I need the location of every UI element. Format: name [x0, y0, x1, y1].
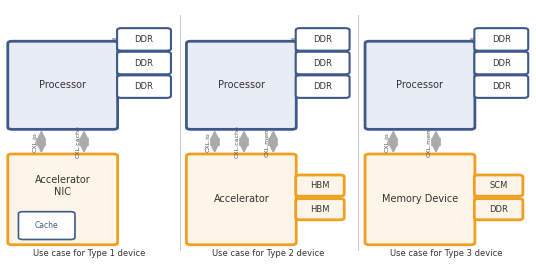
Text: DDR: DDR [135, 35, 153, 44]
Text: Processor: Processor [39, 80, 86, 90]
FancyBboxPatch shape [474, 28, 528, 51]
Text: DDR: DDR [313, 35, 332, 44]
Text: CXL.io: CXL.io [384, 132, 390, 152]
FancyBboxPatch shape [474, 75, 528, 98]
Text: Use case for Type 3 device: Use case for Type 3 device [390, 249, 503, 258]
FancyBboxPatch shape [474, 175, 523, 196]
Text: Use case for Type 1 device: Use case for Type 1 device [33, 249, 146, 258]
Text: HBM: HBM [310, 205, 330, 214]
FancyBboxPatch shape [187, 41, 296, 129]
Text: Cache: Cache [35, 221, 58, 230]
FancyBboxPatch shape [18, 212, 75, 240]
Text: SCM: SCM [489, 181, 508, 190]
Text: Memory Device: Memory Device [382, 194, 458, 204]
Text: DDR: DDR [492, 82, 511, 91]
Text: Use case for Type 2 device: Use case for Type 2 device [212, 249, 324, 258]
FancyBboxPatch shape [296, 198, 344, 220]
FancyBboxPatch shape [117, 52, 171, 74]
FancyBboxPatch shape [296, 28, 349, 51]
Text: DDR: DDR [489, 205, 508, 214]
Text: CXL.io: CXL.io [206, 132, 211, 152]
Text: DDR: DDR [135, 59, 153, 68]
Text: CXL.mem: CXL.mem [264, 127, 270, 157]
FancyBboxPatch shape [117, 75, 171, 98]
FancyBboxPatch shape [365, 41, 475, 129]
Text: CXL.mem: CXL.mem [427, 127, 432, 157]
Text: Accelerator
NIC: Accelerator NIC [35, 175, 91, 197]
Text: CXL.cache: CXL.cache [75, 125, 80, 158]
FancyBboxPatch shape [187, 154, 296, 245]
Text: DDR: DDR [313, 59, 332, 68]
FancyBboxPatch shape [8, 41, 117, 129]
FancyBboxPatch shape [365, 154, 475, 245]
Text: CXL.io: CXL.io [33, 132, 38, 152]
FancyBboxPatch shape [296, 75, 349, 98]
Text: DDR: DDR [135, 82, 153, 91]
FancyBboxPatch shape [474, 52, 528, 74]
Text: Processor: Processor [397, 80, 443, 90]
Text: Accelerator: Accelerator [213, 194, 269, 204]
FancyBboxPatch shape [474, 198, 523, 220]
FancyBboxPatch shape [8, 154, 117, 245]
Text: DDR: DDR [492, 59, 511, 68]
Text: CXL.cache: CXL.cache [235, 125, 240, 158]
Text: DDR: DDR [492, 35, 511, 44]
Text: HBM: HBM [310, 181, 330, 190]
Text: DDR: DDR [313, 82, 332, 91]
FancyBboxPatch shape [296, 52, 349, 74]
FancyBboxPatch shape [296, 175, 344, 196]
Text: Processor: Processor [218, 80, 265, 90]
FancyBboxPatch shape [117, 28, 171, 51]
